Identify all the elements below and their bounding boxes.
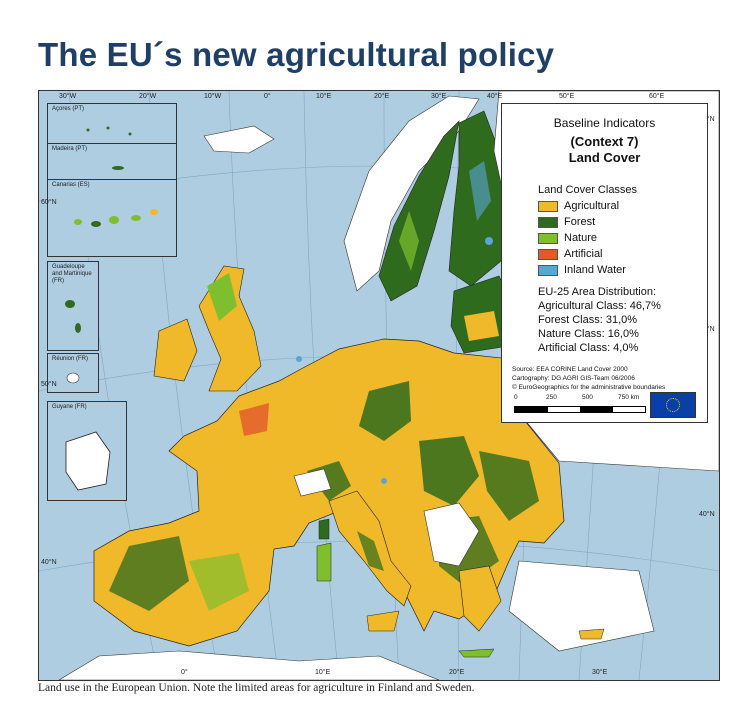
ireland-landmass <box>153 318 198 382</box>
legend-label: Inland Water <box>564 264 626 276</box>
inset-guadeloupe-martinique: Guadeloupe and Martinique (FR) <box>47 261 99 351</box>
graticule-label: 10°E <box>316 93 332 100</box>
corsica <box>318 518 330 540</box>
graticule-label: 60°N <box>41 199 57 206</box>
scale-label: 0 <box>514 394 518 401</box>
graticule-label: 30°E <box>592 669 608 676</box>
cyprus <box>578 628 605 640</box>
legend-label: Nature <box>564 232 598 244</box>
iceland-landmass <box>203 125 275 154</box>
sardinia <box>316 542 332 582</box>
legend-label: Agricultural <box>564 200 620 212</box>
scale-label: 750 km <box>618 394 640 401</box>
legend-swatch <box>538 233 558 244</box>
source-line: © EuroGeographics for the administrative… <box>512 384 666 391</box>
graticule-label: 10°E <box>315 669 331 676</box>
inland-water-marker <box>381 478 387 484</box>
source-line: Cartography: DG AGRI GIS-Team 06/2006 <box>512 375 635 382</box>
graticule-label: 60°E <box>649 93 665 100</box>
graticule-label: 20°E <box>374 93 390 100</box>
sicily <box>366 610 400 632</box>
graticule-label: 20°W <box>139 93 157 100</box>
graticule-label: 10°W <box>204 93 222 100</box>
figure-caption: Land use in the European Union. Note the… <box>38 682 475 694</box>
land-cover-map: Açores (PT) Madeira (PT) Canarias (ES) G… <box>38 90 720 681</box>
scale-label: 250 <box>546 394 557 401</box>
sweden-nature-patch <box>399 211 419 271</box>
inset-reunion: Réunion (FR) <box>47 353 99 393</box>
crete <box>458 648 495 658</box>
switzerland-non-eu <box>293 468 332 497</box>
scale-label: 500 <box>582 394 593 401</box>
page-title: The EU´s new agricultural policy <box>38 36 555 73</box>
inset-madeira: Madeira (PT) <box>47 143 177 181</box>
legend-title: Land Cover <box>568 150 641 165</box>
legend-classes-title: Land Cover Classes <box>538 184 638 196</box>
legend-label: Artificial <box>564 248 603 260</box>
baltic-agri <box>464 311 499 341</box>
graticule-label: 0° <box>181 669 188 676</box>
sweden-landmass <box>378 120 460 302</box>
legend-context: (Context 7) <box>570 134 639 149</box>
western-balkans-non-eu <box>423 502 480 567</box>
scale-bar <box>514 406 646 413</box>
finland-lakes <box>469 161 491 221</box>
distribution-forest: Forest Class: 31,0% <box>538 314 638 326</box>
graticule-label: 40°N <box>699 511 715 518</box>
distribution-agricultural: Agricultural Class: 46,7% <box>538 300 661 312</box>
inset-label: Guadeloupe and Martinique (FR) <box>52 264 92 284</box>
graticule-label: 30°E <box>431 93 447 100</box>
greece-landmass <box>458 565 502 632</box>
turkey-non-eu <box>508 560 655 652</box>
inset-label: Réunion (FR) <box>52 356 89 362</box>
apennine-forest <box>357 531 384 571</box>
inset-guyane: Guyane (FR) <box>47 401 127 501</box>
iberia-nature <box>189 553 249 611</box>
legend-label: Forest <box>564 216 596 228</box>
graticule-label: 40°E <box>487 93 503 100</box>
legend-swatch <box>538 201 558 212</box>
graticule-label: 30°W <box>59 93 77 100</box>
graticule-label: 50°E <box>559 93 575 100</box>
romania-forest <box>479 451 539 521</box>
graticule-label: 0° <box>264 93 271 100</box>
benelux-artificial <box>239 403 269 436</box>
inset-label: Madeira (PT) <box>52 146 88 152</box>
carpathian-forest <box>419 436 479 506</box>
inset-canarias: Canarias (ES) <box>47 179 177 257</box>
inset-label: Guyane (FR) <box>52 404 87 410</box>
inset-azores: Açores (PT) <box>47 103 177 145</box>
graticule-label: 40°N <box>41 559 57 566</box>
distribution-title: EU-25 Area Distribution: <box>538 286 656 298</box>
distribution-nature: Nature Class: 16,0% <box>538 328 639 340</box>
distribution-artificial: Artificial Class: 4,0% <box>538 342 639 354</box>
inset-label: Açores (PT) <box>52 106 85 112</box>
inland-water-marker <box>485 237 493 245</box>
legend-swatch <box>538 249 558 260</box>
source-line: Source: EEA CORINE Land Cover 2000 <box>512 366 628 373</box>
north-africa-non-eu <box>58 650 440 680</box>
legend-swatch <box>538 265 558 276</box>
map-legend: Baseline Indicators (Context 7) Land Cov… <box>501 103 708 423</box>
legend-heading: Baseline Indicators <box>553 116 656 130</box>
eu-flag-icon <box>650 392 696 418</box>
graticule-label: 50°N <box>41 381 57 388</box>
iberia-forest <box>109 536 189 611</box>
graticule-label: 20°E <box>449 669 465 676</box>
inland-water-marker <box>296 356 302 362</box>
central-forest <box>359 381 411 441</box>
scotland-nature <box>207 273 237 321</box>
legend-swatch <box>538 217 558 228</box>
inset-label: Canarias (ES) <box>52 182 90 188</box>
